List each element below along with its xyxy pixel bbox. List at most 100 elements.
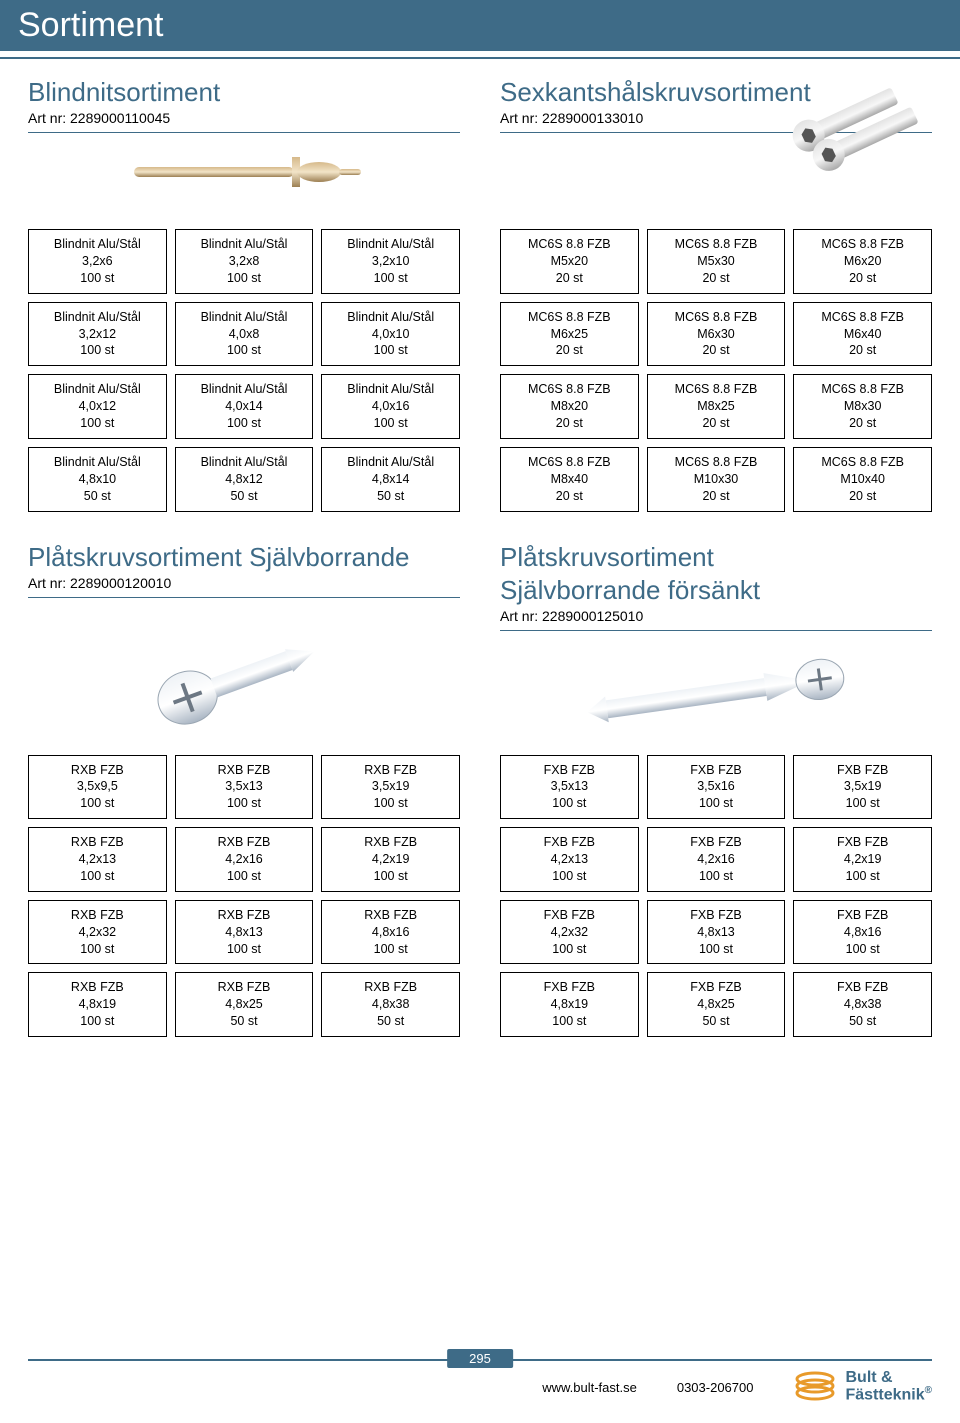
product-cell-line: 100 st	[324, 270, 457, 287]
product-cell-line: 100 st	[31, 1013, 164, 1030]
product-cell-line: 20 st	[796, 488, 929, 505]
product-cell: Blindnit Alu/Stål4,8x1250 st	[175, 447, 314, 512]
product-cell-line: MC6S 8.8 FZB	[796, 381, 929, 398]
product-cell-line: 100 st	[324, 342, 457, 359]
product-cell-line: RXB FZB	[324, 762, 457, 779]
section-platskruv: Plåtskruvsortiment Självborrande Art nr:…	[28, 542, 460, 755]
product-cell-line: 4,8x38	[796, 996, 929, 1013]
grid-platskruv: RXB FZB3,5x9,5100 stRXB FZB3,5x13100 stR…	[28, 755, 460, 1038]
product-cell: RXB FZB4,2x19100 st	[321, 827, 460, 892]
product-cell-line: 100 st	[324, 415, 457, 432]
product-cell-line: MC6S 8.8 FZB	[796, 236, 929, 253]
product-cell: RXB FZB4,2x16100 st	[175, 827, 314, 892]
section-platskruv-forsankt: Plåtskruvsortiment Självborrande försänk…	[500, 542, 932, 755]
product-cell-line: 20 st	[796, 270, 929, 287]
product-cell-line: 4,8x13	[650, 924, 783, 941]
product-cell-line: RXB FZB	[31, 979, 164, 996]
product-cell-line: FXB FZB	[503, 834, 636, 851]
product-cell: RXB FZB4,2x13100 st	[28, 827, 167, 892]
product-cell-line: 100 st	[503, 795, 636, 812]
product-cell: RXB FZB3,5x19100 st	[321, 755, 460, 820]
product-cell-line: FXB FZB	[503, 762, 636, 779]
product-cell-line: 50 st	[796, 1013, 929, 1030]
product-cell-line: 4,0x10	[324, 326, 457, 343]
art-nr: Art nr: 2289000125010	[500, 608, 932, 624]
product-cell-line: 100 st	[178, 342, 311, 359]
product-cell-line: FXB FZB	[650, 907, 783, 924]
product-cell-line: 100 st	[178, 270, 311, 287]
product-cell-line: 4,0x16	[324, 398, 457, 415]
product-cell-line: 50 st	[324, 488, 457, 505]
product-cell-line: 4,8x14	[324, 471, 457, 488]
product-cell-line: 100 st	[503, 868, 636, 885]
grid-row-2: RXB FZB3,5x9,5100 stRXB FZB3,5x13100 stR…	[28, 755, 932, 1038]
product-cell: FXB FZB4,8x2550 st	[647, 972, 786, 1037]
art-nr: Art nr: 2289000120010	[28, 575, 460, 591]
page-footer: 295 www.bult-fast.se 0303-206700 Bult & …	[0, 1359, 960, 1423]
product-cell-line: FXB FZB	[650, 762, 783, 779]
section-rule	[500, 630, 932, 631]
product-cell-line: 4,8x16	[796, 924, 929, 941]
product-cell-line: 4,0x8	[178, 326, 311, 343]
product-cell: FXB FZB4,2x13100 st	[500, 827, 639, 892]
product-cell-line: 100 st	[31, 941, 164, 958]
product-cell: FXB FZB3,5x13100 st	[500, 755, 639, 820]
product-cell: RXB FZB4,8x16100 st	[321, 900, 460, 965]
product-cell-line: 20 st	[650, 488, 783, 505]
product-cell-line: FXB FZB	[796, 834, 929, 851]
product-cell: FXB FZB3,5x16100 st	[647, 755, 786, 820]
product-cell-line: FXB FZB	[650, 834, 783, 851]
product-cell: FXB FZB4,8x16100 st	[793, 900, 932, 965]
product-cell: RXB FZB4,2x32100 st	[28, 900, 167, 965]
product-cell-line: 50 st	[324, 1013, 457, 1030]
product-cell-line: Blindnit Alu/Stål	[31, 454, 164, 471]
product-cell-line: M8x25	[650, 398, 783, 415]
logo-line2: Fästteknik	[845, 1387, 924, 1404]
product-cell-line: 20 st	[796, 342, 929, 359]
product-cell-line: 50 st	[178, 1013, 311, 1030]
product-cell: FXB FZB4,2x16100 st	[647, 827, 786, 892]
product-grid: FXB FZB3,5x13100 stFXB FZB3,5x16100 stFX…	[500, 755, 932, 1038]
product-cell: RXB FZB4,8x2550 st	[175, 972, 314, 1037]
product-cell: MC6S 8.8 FZBM8x2020 st	[500, 374, 639, 439]
section-blindnit: Blindnitsortiment Art nr: 2289000110045	[28, 77, 460, 229]
product-cell-line: 100 st	[650, 941, 783, 958]
product-cell-line: MC6S 8.8 FZB	[503, 454, 636, 471]
product-cell-line: 100 st	[178, 795, 311, 812]
product-cell: FXB FZB4,8x13100 st	[647, 900, 786, 965]
flat-screw-image	[576, 645, 856, 745]
product-cell-line: 100 st	[796, 868, 929, 885]
section-rule	[28, 597, 460, 598]
product-cell-line: 100 st	[650, 868, 783, 885]
product-cell: MC6S 8.8 FZBM10x4020 st	[793, 447, 932, 512]
page-title: Sortiment	[18, 6, 164, 44]
product-cell: MC6S 8.8 FZBM5x3020 st	[647, 229, 786, 294]
product-cell-line: 4,2x13	[31, 851, 164, 868]
product-cell: FXB FZB4,2x32100 st	[500, 900, 639, 965]
product-cell-line: 100 st	[31, 868, 164, 885]
product-cell-line: 4,8x19	[31, 996, 164, 1013]
product-cell-line: 4,0x14	[178, 398, 311, 415]
product-cell-line: Blindnit Alu/Stål	[31, 236, 164, 253]
product-cell-line: 100 st	[796, 795, 929, 812]
product-cell-line: 20 st	[503, 270, 636, 287]
product-cell-line: M8x40	[503, 471, 636, 488]
section-title: Blindnitsortiment	[28, 77, 460, 108]
product-cell-line: Blindnit Alu/Stål	[324, 309, 457, 326]
page-header: Sortiment	[0, 0, 960, 51]
product-cell: MC6S 8.8 FZBM6x2020 st	[793, 229, 932, 294]
grid-row-1: Blindnit Alu/Stål3,2x6100 stBlindnit Alu…	[28, 229, 932, 512]
section-title-line2: Självborrande försänkt	[500, 575, 932, 606]
product-cell-line: FXB FZB	[503, 907, 636, 924]
product-cell: Blindnit Alu/Stål4,8x1050 st	[28, 447, 167, 512]
product-cell-line: 4,2x32	[31, 924, 164, 941]
grid-sexkant: MC6S 8.8 FZBM5x2020 stMC6S 8.8 FZBM5x302…	[500, 229, 932, 512]
product-cell-line: RXB FZB	[178, 907, 311, 924]
rivet-image	[114, 147, 374, 197]
product-cell-line: 100 st	[31, 270, 164, 287]
product-cell-line: M8x20	[503, 398, 636, 415]
product-cell-line: 3,5x9,5	[31, 778, 164, 795]
product-cell: Blindnit Alu/Stål4,8x1450 st	[321, 447, 460, 512]
product-cell-line: RXB FZB	[31, 834, 164, 851]
product-cell-line: 4,2x16	[650, 851, 783, 868]
